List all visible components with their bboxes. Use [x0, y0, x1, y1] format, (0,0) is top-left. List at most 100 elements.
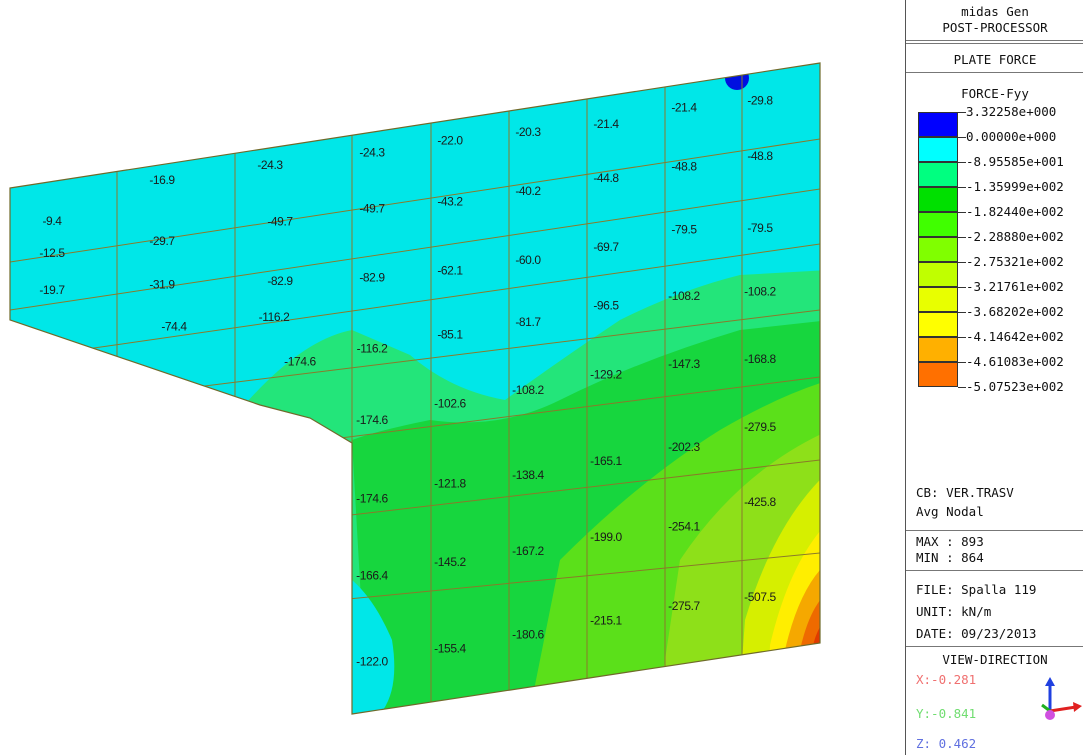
- force-value-label: -155.4: [434, 642, 466, 656]
- plate-outline: [9, 62, 821, 715]
- legend-entry: -5.07523e+002: [918, 379, 1078, 412]
- force-value-label: -44.8: [593, 171, 619, 185]
- legend-tick: [958, 162, 966, 163]
- force-value-label: -174.6: [356, 491, 388, 505]
- force-value-label: -254.1: [668, 519, 700, 533]
- force-component: FORCE-Fyy: [961, 86, 1029, 101]
- results-panel: midas Gen POST-PROCESSOR PLATE FORCE FOR…: [905, 0, 1083, 755]
- app-name: midas Gen: [961, 4, 1029, 19]
- force-value-label: -166.4: [356, 568, 388, 582]
- force-value-label: -74.4: [161, 320, 187, 334]
- legend-entry: 0.00000e+000: [918, 129, 1078, 162]
- force-value-label: -49.7: [359, 202, 385, 216]
- force-value-label: -16.9: [149, 173, 175, 187]
- force-value-label: -40.2: [515, 184, 541, 198]
- legend-tick: [958, 287, 966, 288]
- force-value-label: -180.6: [512, 628, 544, 642]
- force-value-label: -24.3: [359, 146, 385, 160]
- legend-value: -5.07523e+002: [966, 379, 1064, 394]
- model-viewport[interactable]: -9.4 -16.9 -24.3 -24.3 -22.0 -20.3 -21.4 -21.4 -…: [0, 0, 905, 755]
- force-value-label: -79.5: [747, 221, 773, 235]
- force-value-label: -31.9: [149, 278, 175, 292]
- force-value-label: -116.2: [357, 341, 388, 355]
- legend-value: -3.21761e+002: [966, 279, 1064, 294]
- file-name: FILE: Spalla 119: [916, 582, 1037, 597]
- force-value-label: -69.7: [593, 240, 619, 254]
- legend-value: -4.61083e+002: [966, 354, 1064, 369]
- legend-swatch: [918, 262, 958, 287]
- legend-tick: [958, 112, 966, 113]
- force-value-label: -168.8: [744, 352, 776, 366]
- legend-swatch: [918, 212, 958, 237]
- legend-swatch: [918, 162, 958, 187]
- min-node: MIN : 864: [916, 550, 984, 565]
- legend-value: 0.00000e+000: [966, 129, 1057, 144]
- force-value-label: -79.5: [671, 223, 697, 237]
- legend-tick: [958, 262, 966, 263]
- view-dir-x: X:-0.281: [916, 672, 977, 687]
- legend-tick: [958, 387, 966, 388]
- force-value-label: -82.9: [267, 274, 293, 288]
- force-value-label: -147.3: [668, 357, 700, 371]
- legend-swatch: [918, 337, 958, 362]
- legend-value: -4.14642e+002: [966, 329, 1064, 344]
- view-direction-title: VIEW-DIRECTION: [942, 652, 1048, 667]
- force-value-label: -48.8: [671, 160, 697, 174]
- averaging-mode: Avg Nodal: [916, 504, 984, 519]
- force-value-label: -9.4: [42, 214, 62, 228]
- legend-swatch: [918, 137, 958, 162]
- legend-swatch: [918, 362, 958, 387]
- postprocessor-label: POST-PROCESSOR: [942, 20, 1048, 35]
- force-value-label: -199.0: [590, 530, 622, 544]
- legend-value: -2.75321e+002: [966, 254, 1064, 269]
- force-value-label: -60.0: [515, 253, 541, 267]
- force-value-label: -129.2: [590, 368, 622, 382]
- force-value-label: -29.7: [149, 234, 175, 248]
- legend-value: 3.32258e+000: [966, 104, 1057, 119]
- force-value-label: -22.0: [437, 134, 463, 148]
- load-combination: CB: VER.TRASV: [916, 485, 1014, 500]
- legend-swatch: [918, 187, 958, 212]
- legend-tick: [958, 212, 966, 213]
- axis-triad-icon: [1041, 677, 1082, 720]
- force-value-label: -108.2: [668, 289, 700, 303]
- force-value-label: -138.4: [512, 468, 544, 482]
- plate-contour-model[interactable]: -9.4 -16.9 -24.3 -24.3 -22.0 -20.3 -21.4 -21.4 -…: [0, 0, 905, 755]
- result-type: PLATE FORCE: [953, 52, 1037, 67]
- force-value-label: -81.7: [515, 315, 541, 329]
- force-value-label: -108.2: [512, 383, 544, 397]
- legend-entry: -8.95585e+001: [918, 154, 1078, 187]
- legend-entry: -1.35999e+002: [918, 179, 1078, 212]
- legend-tick: [958, 362, 966, 363]
- legend-swatch: [918, 237, 958, 262]
- legend-tick: [958, 312, 966, 313]
- legend-entry: -3.21761e+002: [918, 279, 1078, 312]
- force-value-label: -165.1: [590, 454, 622, 468]
- legend-tick: [958, 237, 966, 238]
- force-value-label: -116.2: [259, 310, 290, 324]
- legend-tick: [958, 337, 966, 338]
- legend-entry: 3.32258e+000: [918, 104, 1078, 137]
- force-value-label: -145.2: [434, 555, 466, 569]
- max-node: MAX : 893: [916, 534, 984, 549]
- force-value-label: -49.7: [267, 215, 293, 229]
- legend-entry: -3.68202e+002: [918, 304, 1078, 337]
- force-value-label: -102.6: [434, 396, 466, 410]
- legend-value: -1.35999e+002: [966, 179, 1064, 194]
- legend-tick: [958, 137, 966, 138]
- legend-entry: -2.75321e+002: [918, 254, 1078, 287]
- force-value-label: -19.7: [39, 283, 65, 297]
- legend-value: -8.95585e+001: [966, 154, 1064, 169]
- force-value-label: -24.3: [257, 158, 283, 172]
- force-value-label: -43.2: [437, 195, 463, 209]
- force-value-label: -167.2: [512, 544, 544, 558]
- force-value-label: -275.7: [668, 599, 700, 613]
- force-value-label: -215.1: [590, 614, 622, 628]
- force-labels: -9.4 -16.9 -24.3 -24.3 -22.0 -20.3 -21.4 -21.4 -…: [39, 93, 777, 669]
- legend-entry: -2.28880e+002: [918, 229, 1078, 262]
- force-value-label: -96.5: [593, 299, 619, 313]
- legend-value: -2.28880e+002: [966, 229, 1064, 244]
- force-value-label: -48.8: [747, 149, 773, 163]
- legend-swatch: [918, 287, 958, 312]
- force-value-label: -122.0: [356, 655, 388, 669]
